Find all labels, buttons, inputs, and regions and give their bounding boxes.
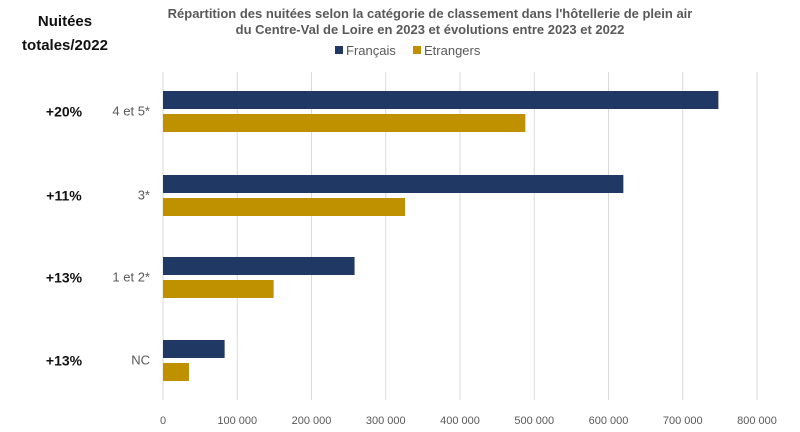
x-tick-label: 100 000 — [217, 415, 257, 427]
x-tick-label: 600 000 — [589, 415, 629, 427]
category-labels: 4 et 5* +20% 3* +11% 1 et 2* +13% NC +13% — [46, 104, 150, 369]
category-label: 1 et 2* — [112, 270, 150, 285]
bar-etrangers — [163, 280, 274, 298]
x-tick-label: 200 000 — [292, 415, 332, 427]
x-tick-label: 300 000 — [366, 415, 406, 427]
bars — [163, 91, 719, 381]
category-label: 4 et 5* — [112, 104, 150, 119]
legend-swatch — [413, 46, 421, 54]
evolution-label: +11% — [46, 188, 82, 204]
category-label: NC — [131, 353, 150, 368]
legend-label: Français — [346, 43, 396, 58]
side-header-line2: totales/2022 — [22, 37, 108, 54]
bar-francais — [163, 340, 225, 358]
x-tick-label: 800 000 — [737, 415, 777, 427]
bar-francais — [163, 91, 719, 109]
legend-label: Etrangers — [424, 43, 481, 58]
bar-etrangers — [163, 198, 406, 216]
x-tick-label: 500 000 — [514, 415, 554, 427]
chart-title-line2: du Centre-Val de Loire en 2023 et évolut… — [236, 22, 625, 37]
bar-francais — [163, 175, 624, 193]
legend: Français Etrangers — [335, 43, 481, 58]
category-label: 3* — [138, 188, 150, 203]
evolution-label: +13% — [46, 270, 83, 286]
legend-swatch — [335, 46, 343, 54]
side-header-line1: Nuitées — [37, 13, 93, 30]
evolution-label: +13% — [46, 353, 83, 369]
chart-title-line1: Répartition des nuitées selon la catégor… — [168, 6, 693, 21]
x-axis-ticks: 0 100 000 200 000 300 000 400 000 500 000 600 … — [160, 415, 777, 427]
x-tick-label: 400 000 — [440, 415, 480, 427]
x-tick-label: 700 000 — [663, 415, 703, 427]
bar-etrangers — [163, 114, 526, 132]
x-tick-label: 0 — [160, 415, 166, 427]
bar-etrangers — [163, 363, 189, 381]
bar-francais — [163, 257, 355, 275]
side-header: Nuitées totales/2022 — [0, 10, 130, 58]
evolution-label: +20% — [46, 104, 83, 120]
